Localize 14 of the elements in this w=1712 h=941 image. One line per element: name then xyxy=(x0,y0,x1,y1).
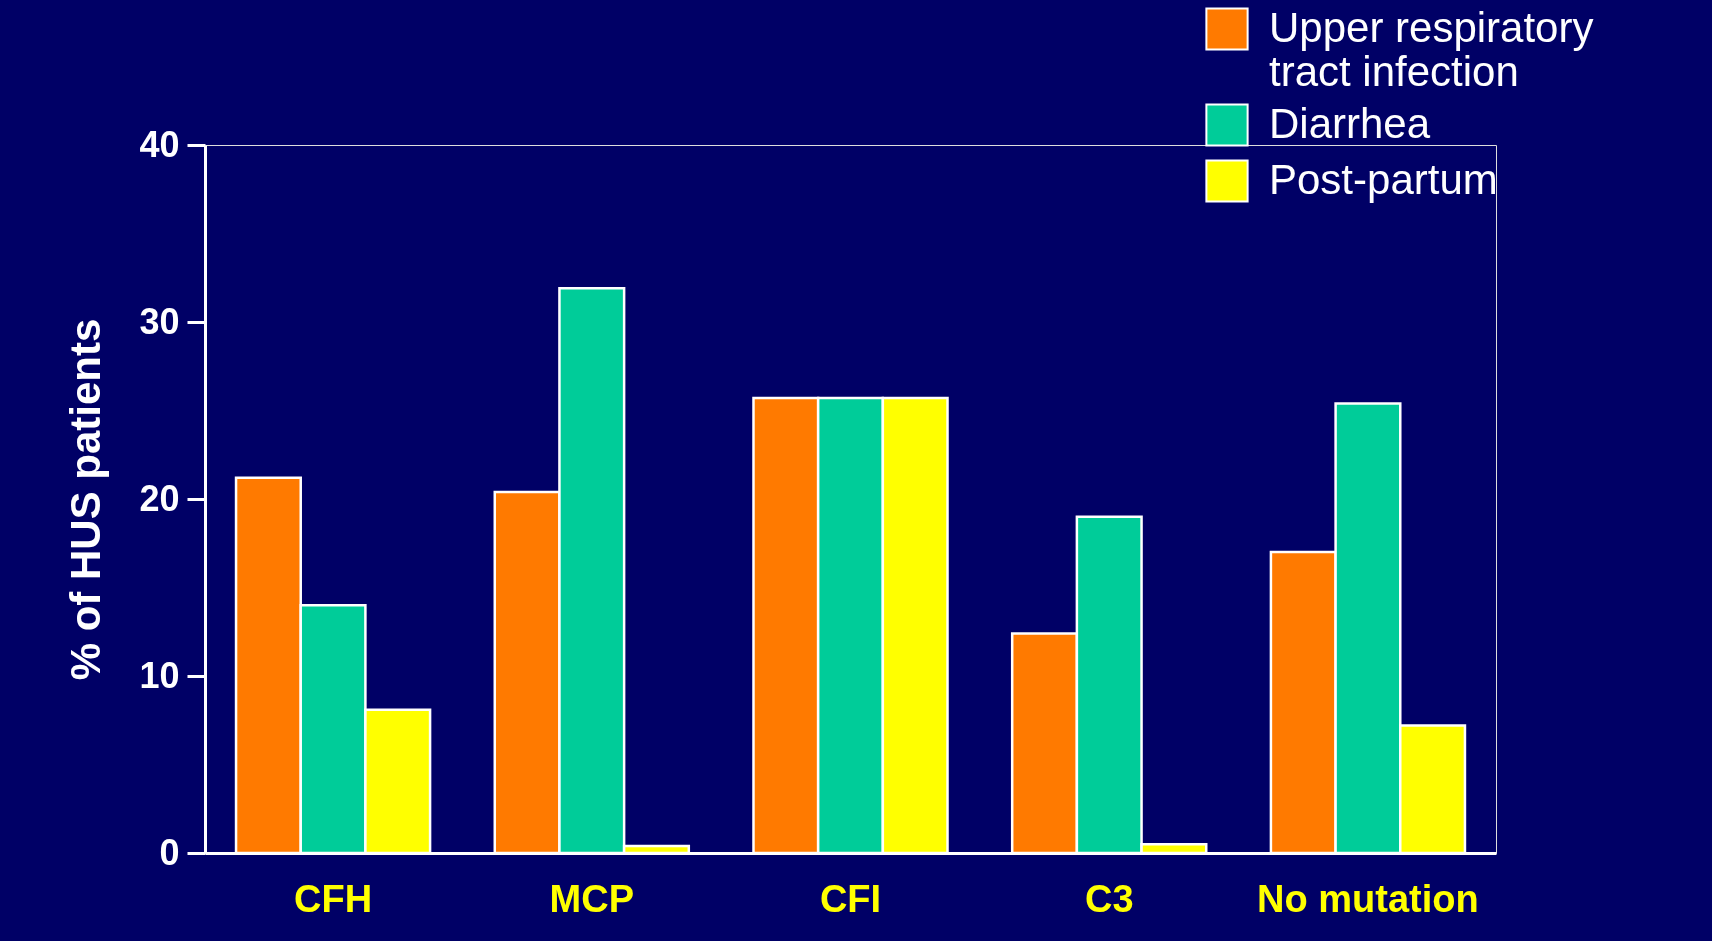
x-tick-label: C3 xyxy=(1084,877,1134,920)
y-tick-label: 30 xyxy=(139,300,180,342)
x-tick-label: CFH xyxy=(294,877,373,920)
y-tick-label: 20 xyxy=(139,477,180,519)
y-tick-label: 40 xyxy=(139,123,180,165)
x-tick-label: No mutation xyxy=(1257,877,1479,920)
y-tick-label: 0 xyxy=(159,831,180,873)
y-axis-title: % of HUS patients xyxy=(62,318,110,681)
x-tick-label: MCP xyxy=(549,877,635,920)
y-tick-label: 10 xyxy=(139,654,180,696)
legend-label: Post-partum xyxy=(1269,156,1498,203)
legend-label: Upper respiratory tract infection xyxy=(1269,4,1594,95)
x-tick-label: CFI xyxy=(819,877,882,920)
legend-label: Diarrhea xyxy=(1269,100,1431,147)
